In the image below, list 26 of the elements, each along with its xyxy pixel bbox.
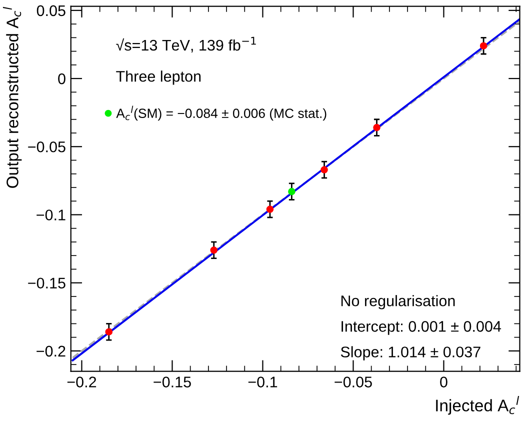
y-tick-label: 0 — [58, 73, 66, 84]
x-tick-label: −0.2 — [67, 376, 96, 388]
y-tick-label: −0.05 — [28, 141, 66, 152]
legend-label: A$_{c}$$^{l}$(SM) = −0.084 ± 0.006 (MC stat.) — [116, 106, 326, 121]
x-tick-label: 0 — [440, 376, 448, 388]
point — [210, 246, 218, 254]
y-tick-label: −0.1 — [36, 210, 66, 220]
x-tick-label: −0.05 — [334, 376, 372, 388]
annotation: Intercept: 0.001 ± 0.004 — [342, 321, 502, 335]
annotation: √s=13 TeV, 139 fb$^{−1}$ — [116, 36, 256, 52]
x-axis-title: Injected A$_{c}$$^{l}$ — [436, 396, 520, 415]
annotation: Three lepton — [116, 70, 201, 85]
x-tick-label: −0.15 — [154, 376, 191, 388]
y-axis-title: Output reconstructed A$_{c}$$^{l}$ — [2, 6, 22, 188]
annotation: Slope: 1.014 ± 0.037 — [340, 346, 480, 360]
point — [373, 124, 380, 132]
point — [480, 42, 488, 50]
y-tick-label: −0.15 — [28, 278, 66, 289]
point — [266, 206, 274, 213]
point — [288, 188, 296, 196]
y-tick-label: −0.2 — [36, 346, 66, 357]
point — [105, 328, 113, 336]
point — [320, 166, 328, 174]
y-tick-label: 0.05 — [36, 5, 66, 16]
annotation: No regularisation — [341, 295, 455, 310]
x-tick-label: −0.1 — [248, 376, 278, 388]
